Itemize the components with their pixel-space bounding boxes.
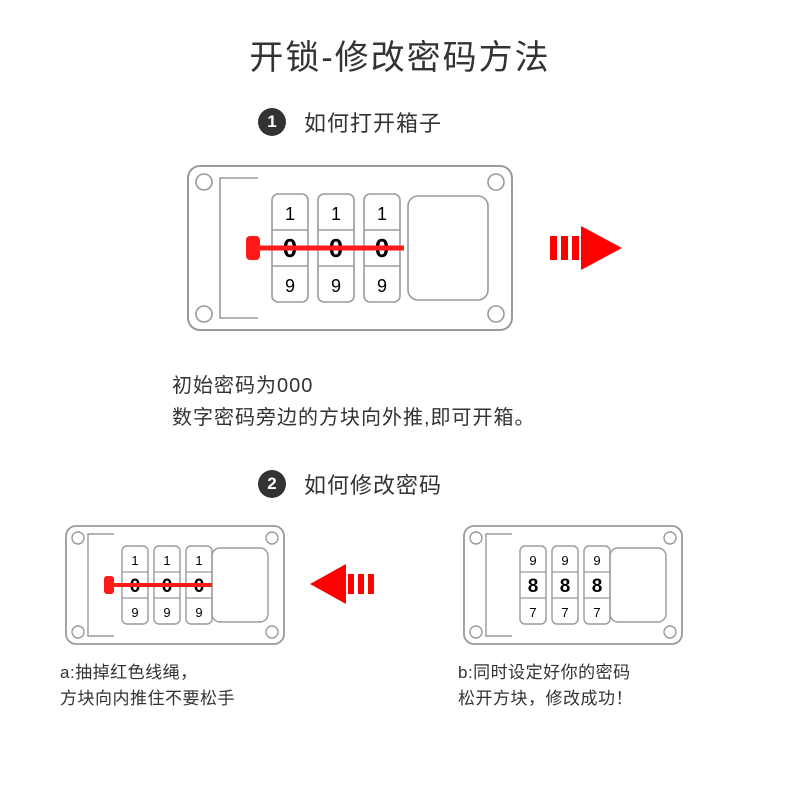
step2a-description: a:抽掉红色线绳， 方块向内推住不要松手	[60, 660, 235, 713]
arrow-right-icon	[550, 222, 628, 274]
svg-text:1: 1	[163, 553, 170, 568]
svg-text:9: 9	[593, 553, 600, 568]
red-knob-icon	[104, 576, 114, 594]
step1-header: 1 如何打开箱子	[258, 106, 442, 138]
step1-number-badge: 1	[258, 108, 286, 136]
step2a-desc-line2: 方块向内推住不要松手	[60, 686, 235, 712]
svg-text:1: 1	[195, 553, 202, 568]
wheel-b1: 9 8 7	[520, 546, 546, 624]
step1-desc-line1: 初始密码为000	[172, 370, 536, 402]
svg-text:1: 1	[131, 553, 138, 568]
svg-text:8: 8	[528, 576, 539, 597]
svg-text:9: 9	[163, 605, 170, 620]
svg-text:7: 7	[529, 605, 536, 620]
svg-text:9: 9	[529, 553, 536, 568]
arrow-left-icon	[310, 562, 378, 606]
svg-text:9: 9	[331, 276, 341, 296]
wheel-b2: 9 8 7	[552, 546, 578, 624]
svg-text:9: 9	[195, 605, 202, 620]
svg-text:9: 9	[285, 276, 295, 296]
svg-text:8: 8	[592, 576, 603, 597]
page-title: 开锁-修改密码方法	[0, 30, 800, 79]
step2b-desc-line1: b:同时设定好你的密码	[458, 660, 633, 686]
step2-number-badge: 2	[258, 470, 286, 498]
svg-text:1: 1	[377, 204, 387, 224]
step1-label: 如何打开箱子	[304, 106, 442, 138]
step2-lock-b-diagram: 9 8 7 9 8 7 9 8 7	[458, 520, 688, 650]
svg-text:9: 9	[131, 605, 138, 620]
svg-text:9: 9	[561, 553, 568, 568]
svg-text:1: 1	[331, 204, 341, 224]
step2a-desc-line1: a:抽掉红色线绳，	[60, 660, 235, 686]
red-knob-icon	[246, 236, 260, 260]
svg-text:9: 9	[377, 276, 387, 296]
step2b-desc-line2: 松开方块，修改成功！	[458, 686, 633, 712]
svg-text:1: 1	[285, 204, 295, 224]
step2-lock-a-diagram: 1 0 9 1 0 9 1 0 9	[60, 520, 290, 650]
svg-text:7: 7	[561, 605, 568, 620]
wheel-b3: 9 8 7	[584, 546, 610, 624]
step2-header: 2 如何修改密码	[258, 468, 442, 500]
step1-lock-diagram: 1 0 9 1 0 9 1 0 9	[180, 158, 520, 338]
step2-label: 如何修改密码	[304, 468, 442, 500]
step1-desc-line2: 数字密码旁边的方块向外推,即可开箱。	[172, 402, 536, 434]
svg-text:7: 7	[593, 605, 600, 620]
step2b-description: b:同时设定好你的密码 松开方块，修改成功！	[458, 660, 633, 713]
step1-description: 初始密码为000 数字密码旁边的方块向外推,即可开箱。	[172, 370, 536, 434]
svg-text:8: 8	[560, 576, 571, 597]
